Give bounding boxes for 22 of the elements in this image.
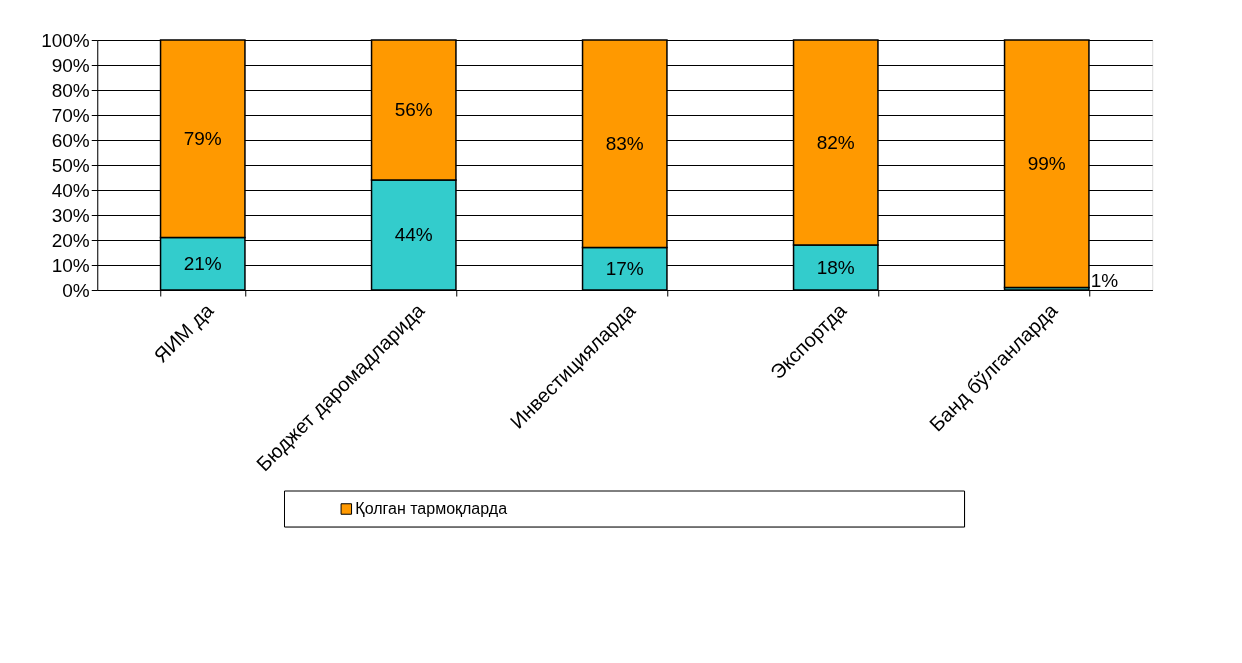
data-label: 17% (605, 257, 644, 279)
data-label: 21% (183, 252, 222, 274)
legend-label: Қолган тармоқларда (355, 500, 508, 517)
y-tick-label: 60% (51, 129, 90, 151)
y-tick-label: 40% (51, 179, 90, 201)
data-label: 18% (816, 256, 855, 278)
data-label: 82% (816, 131, 855, 153)
y-tick-label: 50% (51, 154, 90, 176)
y-tick-label: 20% (51, 229, 90, 251)
y-tick-label: 30% (51, 204, 90, 226)
data-label: 83% (605, 132, 644, 154)
data-label: 79% (183, 127, 222, 149)
data-label: 99% (1027, 152, 1066, 174)
data-label: 56% (394, 99, 433, 120)
data-label: 44% (394, 224, 433, 245)
y-tick-label: 70% (51, 104, 90, 126)
y-tick-label: 0% (62, 279, 90, 301)
data-label: 1% (1090, 269, 1119, 291)
y-tick-label: 90% (51, 54, 90, 76)
y-tick-label: 10% (51, 254, 90, 276)
y-tick-label: 80% (51, 79, 90, 101)
y-tick-label: 100% (41, 29, 90, 51)
